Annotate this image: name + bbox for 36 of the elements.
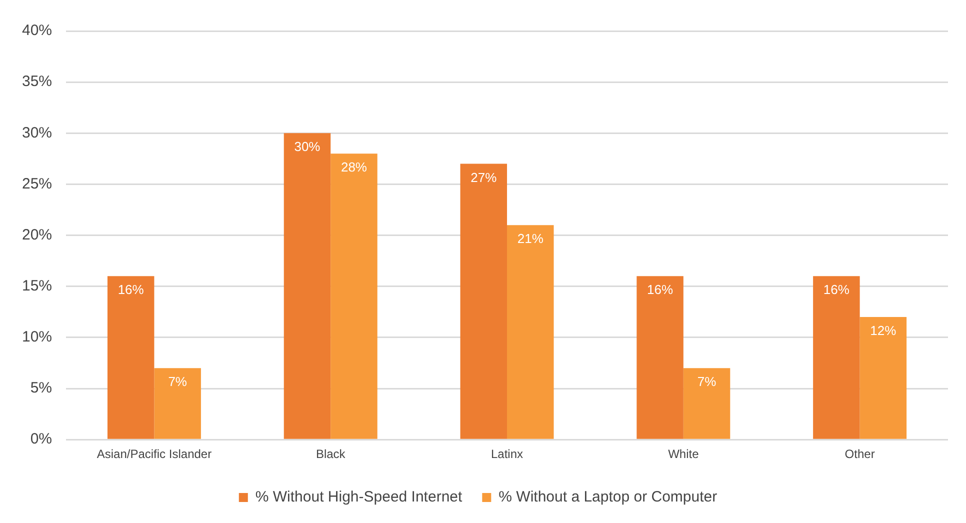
x-tick-label: Black <box>316 447 346 462</box>
data-label: 28% <box>340 160 368 175</box>
bar <box>683 368 730 439</box>
legend-label: % Without High-Speed Internet <box>255 488 463 506</box>
x-tick-label: Latinx <box>490 447 524 462</box>
bar <box>860 317 907 439</box>
y-tick-label: 5% <box>30 380 52 397</box>
bar <box>813 276 860 439</box>
y-tick-label: 10% <box>22 328 52 346</box>
y-tick-label: 25% <box>22 175 52 192</box>
legend-label: % Without a Laptop or Computer <box>498 488 718 506</box>
bar <box>507 225 554 439</box>
bar <box>284 133 331 439</box>
data-label: 7% <box>697 374 717 390</box>
bar <box>330 154 378 439</box>
y-tick-label: 20% <box>22 226 52 244</box>
data-label: 7% <box>168 374 188 390</box>
data-label: 21% <box>517 231 544 246</box>
y-tick-label: 40% <box>22 22 52 40</box>
y-tick-label: 0% <box>30 430 52 448</box>
bar <box>107 276 154 439</box>
y-tick-label: 30% <box>22 124 52 142</box>
data-label: 16% <box>647 282 674 298</box>
x-tick-label: Asian/Pacific Islander <box>96 447 212 462</box>
y-tick-label: 35% <box>22 73 52 90</box>
x-tick-label: Other <box>844 447 875 462</box>
bar <box>636 276 684 439</box>
bar <box>154 368 201 439</box>
data-label: 16% <box>118 282 144 298</box>
data-label: 12% <box>870 323 897 338</box>
data-label: 27% <box>470 170 498 185</box>
data-label: 16% <box>823 282 850 298</box>
x-tick-label: White <box>668 447 700 462</box>
data-label: 30% <box>294 139 321 154</box>
y-tick-label: 15% <box>22 278 52 295</box>
bar <box>460 164 508 439</box>
